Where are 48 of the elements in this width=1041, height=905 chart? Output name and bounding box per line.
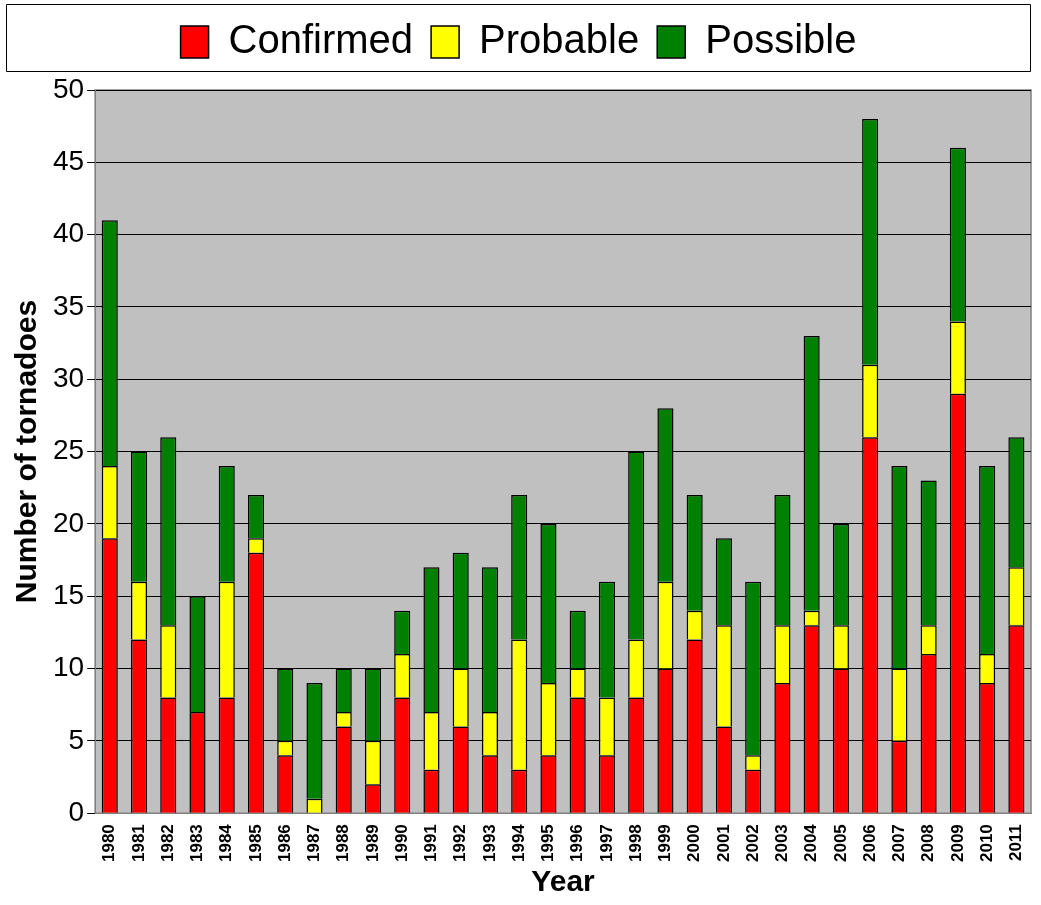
x-tick-label: 1984 xyxy=(216,823,236,863)
y-tick-label: 25 xyxy=(52,434,85,466)
x-tick-label: 1981 xyxy=(128,824,148,863)
x-tick-label: 2004 xyxy=(801,823,821,863)
y-tick-label: 0 xyxy=(68,795,85,827)
x-tick-label: 1992 xyxy=(450,824,470,863)
y-tick-label: 15 xyxy=(52,578,85,610)
y-tick-label: 45 xyxy=(52,145,85,177)
x-tick-label: 1980 xyxy=(99,824,119,863)
x-tick-label: 1989 xyxy=(362,824,382,863)
x-tick-label: 2007 xyxy=(889,824,909,863)
y-tick-label: 20 xyxy=(52,506,85,538)
y-tick-label: 40 xyxy=(52,217,85,249)
y-axis-title: Number of tornadoes xyxy=(9,299,43,604)
x-tick-label: 1983 xyxy=(187,824,207,863)
x-axis-title: Year xyxy=(531,864,596,898)
y-tick-label: 5 xyxy=(68,723,85,755)
x-tick-label: 1998 xyxy=(625,824,645,863)
y-tick-label: 30 xyxy=(52,361,85,393)
x-tick-label: 1991 xyxy=(421,824,441,863)
x-tick-label: 1987 xyxy=(304,824,324,863)
x-tick-label: 1999 xyxy=(655,824,675,863)
x-tick-label: 2003 xyxy=(772,824,792,863)
x-tick-label: 2010 xyxy=(976,824,996,863)
x-tick-label: 2005 xyxy=(830,824,850,863)
x-tick-label: 1994 xyxy=(508,823,528,863)
x-tick-label: 1995 xyxy=(538,824,558,863)
y-tick-label: 10 xyxy=(52,651,85,683)
legend-label: Probable xyxy=(479,17,640,62)
y-tick-label: 35 xyxy=(52,289,85,321)
y-tick-label: 50 xyxy=(52,72,85,104)
x-tick-label: 2002 xyxy=(742,824,762,863)
x-tick-label: 2001 xyxy=(713,824,733,863)
x-tick-label: 2011 xyxy=(1006,824,1026,862)
x-tick-label: 2009 xyxy=(947,824,967,863)
x-tick-label: 1993 xyxy=(479,824,499,863)
x-tick-label: 1985 xyxy=(245,824,265,863)
x-tick-label: 1996 xyxy=(567,824,587,863)
x-tick-label: 2008 xyxy=(918,824,938,863)
x-tick-label: 2000 xyxy=(684,824,704,863)
legend-label: Confirmed xyxy=(228,17,414,62)
x-tick-label: 1988 xyxy=(333,824,353,863)
x-tick-label: 1986 xyxy=(274,824,294,863)
legend-label: Possible xyxy=(705,17,857,62)
x-tick-label: 1997 xyxy=(596,824,616,863)
x-tick-label: 2006 xyxy=(859,824,879,863)
x-tick-label: 1982 xyxy=(157,824,177,863)
x-tick-label: 1990 xyxy=(391,824,411,863)
